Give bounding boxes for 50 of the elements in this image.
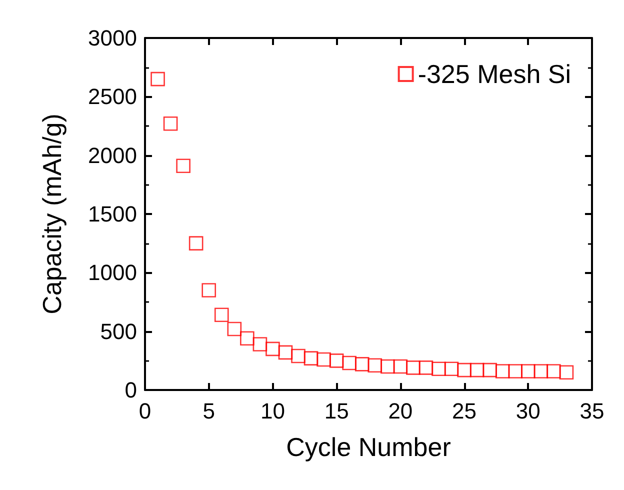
point [291,348,306,364]
x-tick-label: 15 [324,398,349,424]
point [380,359,395,374]
point [432,362,446,376]
point [482,362,497,378]
y-axis-title: Capacity (mAh/g) [37,114,67,314]
point [470,362,484,378]
point [354,357,370,372]
point [393,359,408,374]
point [266,342,280,356]
y-tick-label: 0 [124,378,137,402]
point [546,364,561,378]
x-tick-label: 35 [580,398,604,424]
point [278,345,293,360]
point [444,362,459,376]
point [495,364,510,378]
point [227,322,242,336]
point [418,360,434,375]
point [520,364,536,378]
point [214,308,229,322]
point [329,354,344,368]
point [457,362,472,378]
point [406,360,420,375]
x-tick-label: 25 [452,398,477,424]
point [188,236,204,250]
x-tick-label: 20 [388,398,413,424]
y-tick-label: 2500 [88,84,137,110]
point [534,364,548,378]
y-tick-label: 3000 [88,26,137,50]
point [304,351,318,366]
point [368,358,382,373]
x-tick-label: 30 [516,398,540,424]
point [508,364,523,378]
legend-label: -325 Mesh Si [418,59,572,89]
point [150,72,165,86]
point [176,158,190,174]
y-tick-label: 2000 [88,142,137,168]
x-tick-label: 5 [202,398,215,424]
y-tick-label: 1500 [88,202,137,226]
point [342,356,356,370]
x-tick-label: 10 [260,398,285,424]
point [240,331,254,346]
y-tick-label: 500 [100,318,137,344]
point [202,283,216,298]
x-axis-title: Cycle Number [286,432,452,462]
point [163,116,178,131]
point [559,365,574,380]
y-tick-label: 1000 [88,260,137,286]
point [316,352,331,367]
point [252,337,268,352]
